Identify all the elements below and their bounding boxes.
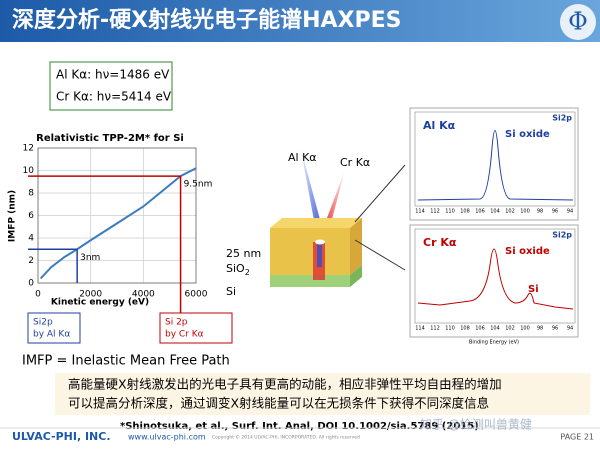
spectrum-tag: Si2p <box>552 114 572 123</box>
spectrum-tick: 94 <box>567 209 573 215</box>
spectrum-tick: 114 <box>415 326 425 332</box>
page-number: PAGE 21 <box>560 433 594 442</box>
annotation-label: 3nm <box>80 253 100 263</box>
imfp-curve <box>39 167 197 280</box>
spectrum-tick: 106 <box>475 326 485 332</box>
peak-label: Si <box>528 284 539 295</box>
spectrum-tick: 108 <box>460 326 470 332</box>
logo-symbol: Φ <box>568 8 588 36</box>
spectrum-tick: 106 <box>475 209 485 215</box>
x-tick-label: 0 <box>35 290 41 300</box>
beam-label: Al Kα <box>288 151 317 164</box>
energy: Cr Kα: hν=5414 eV <box>56 90 172 104</box>
spectrum-tick: 98 <box>537 326 543 332</box>
y-tick-label: 4 <box>28 234 34 244</box>
spectrum-tick: 110 <box>445 209 455 215</box>
spectrum-tick: 102 <box>505 209 515 215</box>
source-label: by Al Kα <box>33 330 70 340</box>
spectrum-source: Cr Kα <box>423 236 457 249</box>
spectrum-tick: 112 <box>430 209 440 215</box>
spectrum-trace <box>417 248 574 310</box>
y-tick-label: 10 <box>23 166 35 176</box>
thickness: 25 nm <box>226 247 261 260</box>
x-tick-label: 6000 <box>185 290 208 300</box>
spectrum-plot <box>414 228 576 324</box>
layer-name: SiO <box>226 262 245 275</box>
note-box <box>55 373 590 415</box>
y-tick-label: 6 <box>28 211 34 221</box>
chart-title: Relativistic TPP-2M* for Si <box>36 133 184 144</box>
spectrum-tick: 96 <box>552 326 558 332</box>
spectrum-axis-label: Binding Energy (eV) <box>469 340 519 346</box>
spectrum-tick: 114 <box>415 209 425 215</box>
spectrum-tick: 108 <box>460 209 470 215</box>
energy-box <box>49 61 173 111</box>
y-tick-label: 2 <box>28 256 34 266</box>
reference: *Shinotsuka, et al., Surf. Int. Anal, DO… <box>120 421 479 432</box>
y-tick-label: 8 <box>28 189 34 199</box>
definition: IMFP = Inelastic Mean Free Path <box>22 354 230 369</box>
note: 高能量硬X射线激发出的光电子具有更高的动能，相应非弹性平均自由程的增加 <box>68 377 502 392</box>
spectrum-tick: 102 <box>505 326 515 332</box>
x-axis-label: Kinetic energy (eV) <box>51 298 149 308</box>
company: ULVAC-PHI, INC. <box>12 430 111 443</box>
y-tick-label: 12 <box>23 144 34 154</box>
spectrum-tag: Si2p <box>552 231 572 240</box>
spectrum-tick: 104 <box>490 326 500 332</box>
spectrum-source: Al Kα <box>423 119 456 132</box>
energy: Al Kα: hν=1486 eV <box>56 68 170 82</box>
spectrum-tick: 96 <box>552 209 558 215</box>
layer-sub: 2 <box>245 268 250 277</box>
y-tick-label: 0 <box>28 279 34 289</box>
website: www.ulvac-phi.com <box>128 433 206 442</box>
y-axis-label: IMFP (nm) <box>8 190 18 242</box>
peak-label: Si oxide <box>505 246 550 257</box>
copyright: Copyright © 2014 ULVAC-PHI, INCORPORATED… <box>212 434 360 441</box>
spectrum-tick: 112 <box>430 326 440 332</box>
spectrum-tick: 100 <box>520 209 530 215</box>
layer: SiO2 <box>226 262 250 277</box>
x-tick-label: 2000 <box>79 290 102 300</box>
logo <box>560 4 596 40</box>
watermark: 知乎 @检测叫兽黄健 <box>420 417 532 432</box>
spectrum-tick: 98 <box>537 209 543 215</box>
x-tick-label: 4000 <box>132 290 155 300</box>
spectrum-trace <box>417 130 574 201</box>
peak-label: Si oxide <box>505 129 550 140</box>
spectrum-plot <box>414 111 576 207</box>
header-bar <box>0 0 600 42</box>
source-label: by Cr Kα <box>165 330 204 340</box>
imfp-chart: Relativistic TPP-2M* for Si 0 2 4 6 8 10 12 0 200… <box>8 133 233 344</box>
spectrum-tick: 110 <box>445 326 455 332</box>
annotation-label: 9.5nm <box>184 180 213 190</box>
note: 可以提高分析深度，通过调变X射线能量可以在无损条件下获得不同深度信息 <box>68 396 489 411</box>
source-box <box>159 312 233 344</box>
source-label: Si 2p <box>165 318 188 328</box>
spectrum-tick: 94 <box>567 326 573 332</box>
spectrum-panel <box>409 224 579 338</box>
beam-label: Cr Kα <box>340 156 370 169</box>
source-box <box>27 312 81 344</box>
depth-diagram: Al Kα Cr Kα 25 nm SiO2 Si <box>226 145 406 298</box>
title: 深度分析-硬X射线光电子能谱HAXPES <box>12 7 402 33</box>
spectrum-tick: 100 <box>520 326 530 332</box>
substrate: Si <box>226 285 236 298</box>
spectrum-tick: 104 <box>490 209 500 215</box>
spectrum-panel <box>409 107 579 221</box>
plot-frame <box>37 147 197 284</box>
source-label: Si2p <box>33 318 53 328</box>
